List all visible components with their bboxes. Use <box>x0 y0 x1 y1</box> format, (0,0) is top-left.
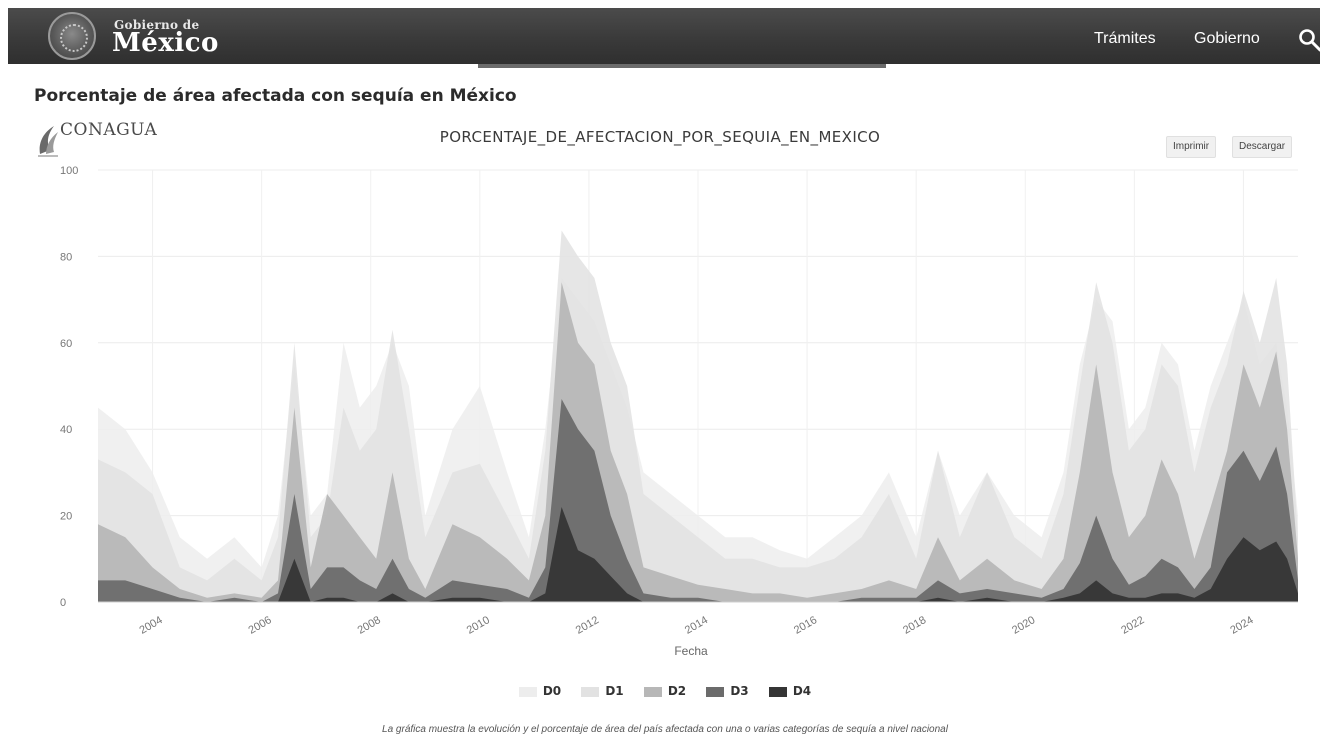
legend-item-d4[interactable]: D4 <box>768 684 812 698</box>
brand-name[interactable]: México <box>112 28 219 58</box>
conagua-logo-text: CONAGUA <box>60 120 158 140</box>
brand-small-label: Gobierno de <box>114 18 200 32</box>
print-button[interactable]: Imprimir <box>1166 136 1217 158</box>
chart-legend: D0 D1 D2 D3 D4 <box>0 684 1330 698</box>
y-tick-label: 80 <box>60 251 72 263</box>
legend-label-d3: D3 <box>730 684 749 698</box>
y-tick-label: 0 <box>60 597 66 609</box>
x-tick-label: 2004 <box>137 614 164 637</box>
nav-gobierno-link[interactable]: Gobierno <box>1194 30 1260 47</box>
legend-label-d1: D1 <box>605 684 624 698</box>
download-button[interactable]: Descargar <box>1232 136 1293 158</box>
legend-swatch-d1 <box>581 686 600 697</box>
header-bar: Gobierno de México Trámites Gobierno <box>8 8 1322 68</box>
x-tick-label: 2020 <box>1010 614 1037 637</box>
chart-caption: La gráfica muestra la evolución y el por… <box>382 724 948 735</box>
legend-item-d3[interactable]: D3 <box>706 684 749 698</box>
area-series-d2[interactable] <box>98 282 1298 602</box>
page-title: Porcentaje de área afectada con sequía e… <box>34 86 517 106</box>
legend-item-d0[interactable]: D0 <box>518 684 562 698</box>
chart-areas <box>98 230 1298 602</box>
y-tick-label: 40 <box>60 424 72 436</box>
conagua-logo <box>38 126 58 157</box>
x-tick-label: 2024 <box>1228 614 1255 637</box>
legend-label-d0: D0 <box>542 684 562 698</box>
header-underline-divider <box>478 64 886 68</box>
chart-title: PORCENTAJE_DE_AFECTACION_POR_SEQUIA_EN_M… <box>439 128 881 146</box>
legend-swatch-d4 <box>768 686 787 697</box>
x-tick-label: 2014 <box>683 614 710 637</box>
legend-swatch-d3 <box>706 686 725 697</box>
x-tick-label: 2006 <box>247 614 274 637</box>
legend-swatch-d2 <box>643 686 662 697</box>
x-tick-label: 2018 <box>901 614 928 637</box>
x-tick-label: 2008 <box>356 614 383 637</box>
area-series-d3[interactable] <box>98 399 1298 602</box>
y-tick-label: 20 <box>60 511 72 523</box>
government-seal-logo[interactable] <box>48 12 96 60</box>
search-icon[interactable] <box>1298 28 1322 52</box>
legend-item-d2[interactable]: D2 <box>643 684 687 698</box>
nav-tramites-link[interactable]: Trámites <box>1094 30 1156 47</box>
legend-item-d1[interactable]: D1 <box>581 684 624 698</box>
x-tick-label: 2022 <box>1119 614 1146 637</box>
legend-swatch-d0 <box>518 686 537 697</box>
x-axis-label: Fecha <box>674 644 708 658</box>
x-tick-label: 2010 <box>465 614 492 637</box>
legend-label-d2: D2 <box>667 684 687 698</box>
legend-label-d4: D4 <box>792 684 812 698</box>
x-tick-label: 2012 <box>574 614 601 637</box>
x-tick-label: 2016 <box>792 614 819 637</box>
drought-area-chart: 0 20 40 60 80 100 2004 2006 2008 2010 2012 2014 2016… <box>60 165 1298 658</box>
y-tick-label: 60 <box>60 338 72 350</box>
y-tick-label: 100 <box>60 165 78 177</box>
